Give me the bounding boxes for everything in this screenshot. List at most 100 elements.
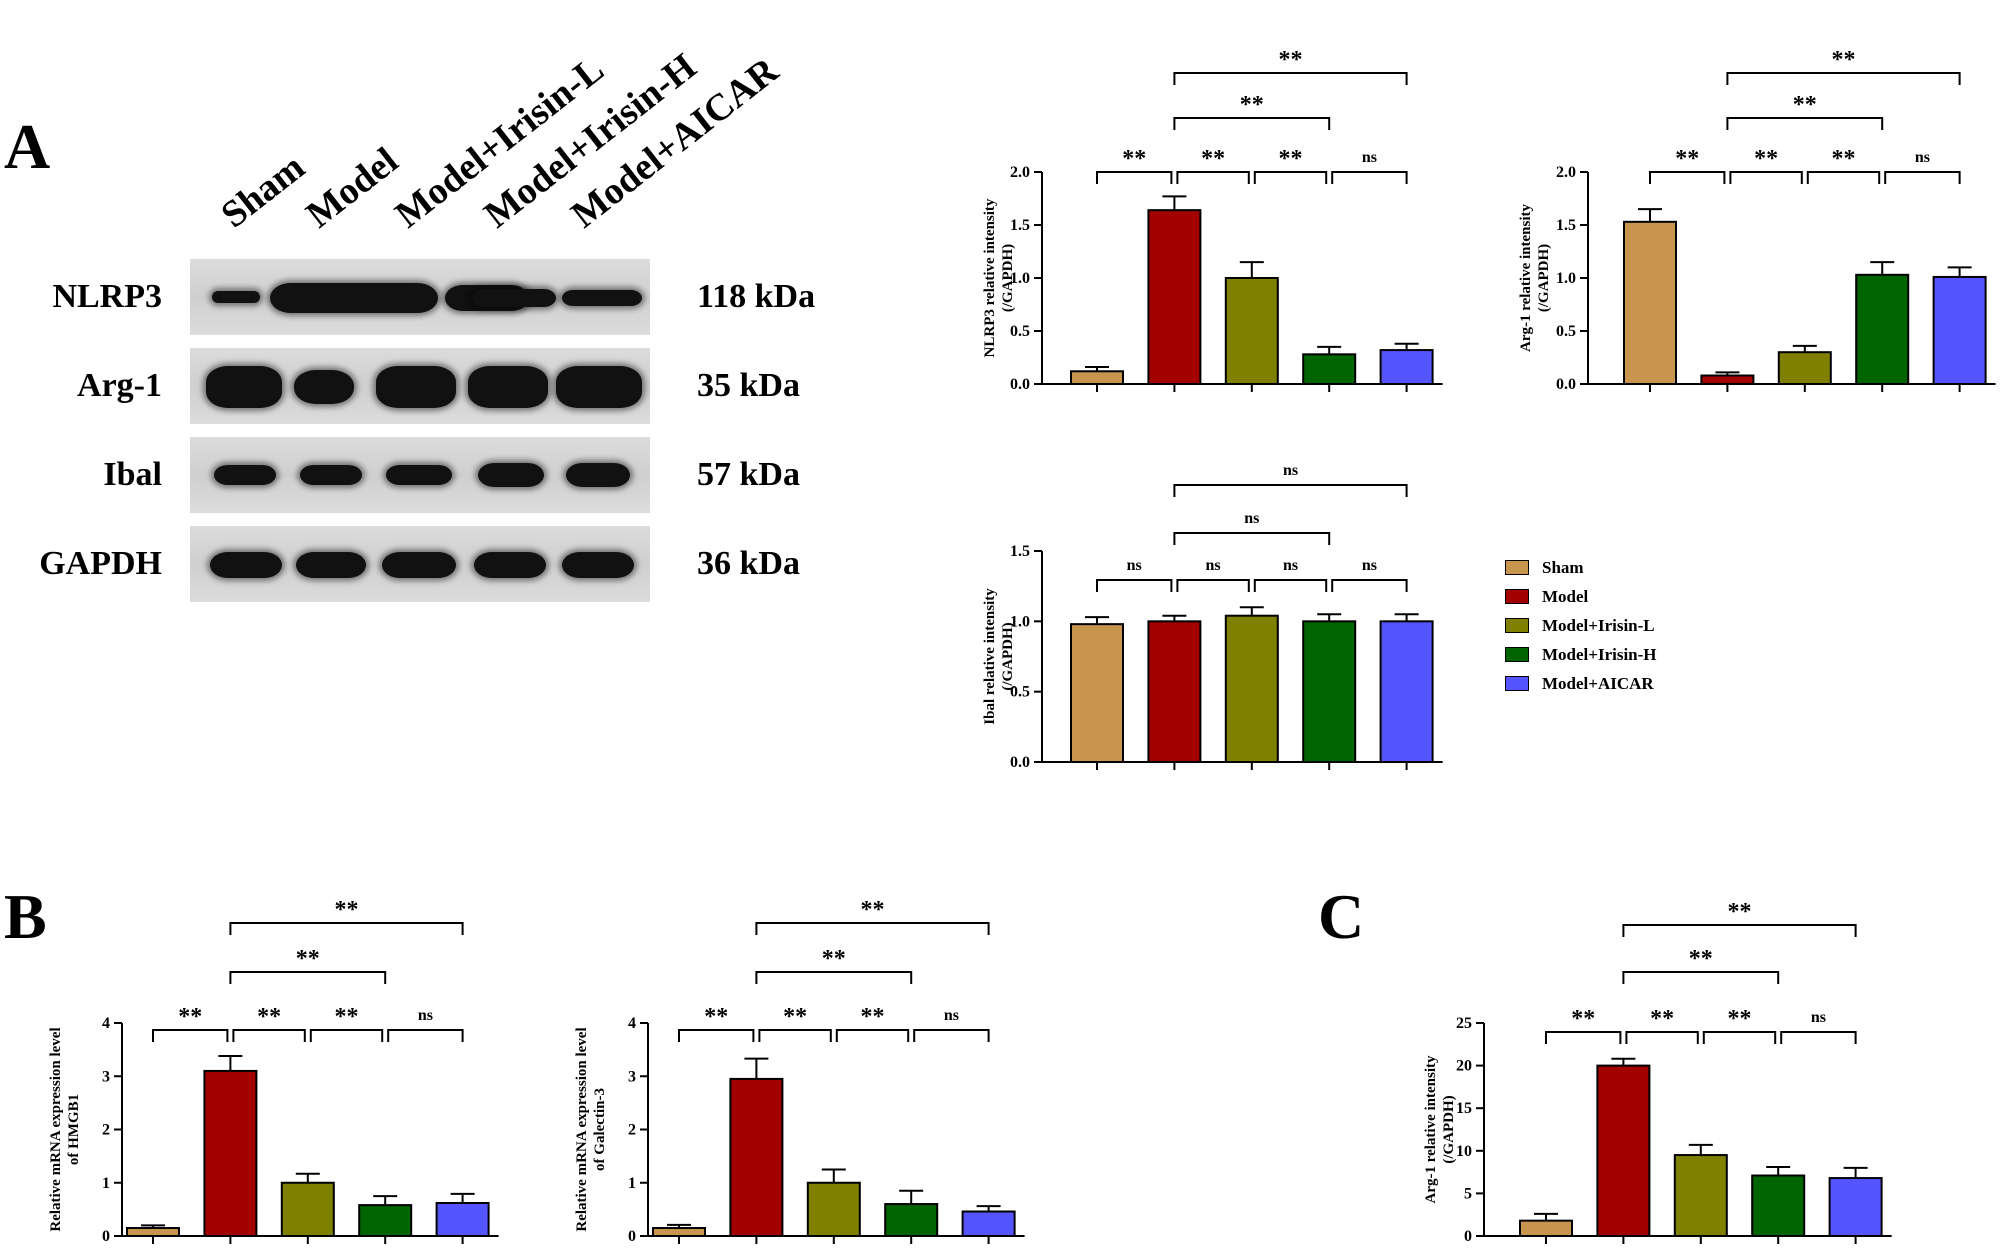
legend-label: Model [1542,586,1589,606]
significance-label: ** [1240,92,1264,118]
significance-label: ** [178,1004,202,1030]
significance-label: ** [1832,146,1856,172]
significance-bracket [1702,1031,1777,1044]
y-axis-title: Arg-1 relative intensity [1423,1055,1439,1204]
blot-strip-arg1 [190,348,650,424]
panel-label-a: A [4,111,51,182]
bar [1855,273,1910,386]
legend-label: Model+Irisin-H [1542,644,1657,664]
legend-item: Model [1505,582,1657,611]
blot-row-label: NLRP3 [52,278,162,315]
significance-bracket [1625,1031,1699,1044]
y-tick-label: 0 [1464,1228,1472,1245]
legend-item: Model+Irisin-H [1505,640,1657,669]
y-tick-label: 0.0 [1556,376,1576,393]
y-tick-label: 1 [102,1175,110,1192]
legend-swatch [1505,676,1529,691]
y-tick-label: 0.5 [1010,684,1030,701]
significance-bracket [913,1029,990,1042]
significance-label: ** [704,1004,728,1030]
significance-label: ns [1244,510,1259,527]
blot-kda-label: 57 kDa [697,456,800,493]
legend-swatch [1505,647,1529,662]
significance-label: ns [1811,1009,1826,1026]
bar [806,1181,861,1237]
y-tick-label: 4 [102,1015,110,1032]
blot-row-label: GAPDH [39,545,162,582]
significance-label: ns [1362,149,1377,166]
significance-label: ns [1362,557,1377,574]
legend-label: Sham [1542,557,1584,577]
significance-label: ** [1832,47,1856,73]
legend-item: Model+Irisin-L [1505,611,1657,640]
bar [203,1069,258,1238]
blot-strip-gapdh [190,526,650,602]
bar [1700,374,1755,385]
y-axis-title: Relative mRNA expression level [48,1027,64,1231]
y-tick-label: 10 [1456,1143,1472,1160]
y-tick-label: 0 [628,1228,636,1245]
y-axis-title-line2: of Galectin-3 [592,1088,608,1171]
blot-strip-ibal [190,437,650,513]
significance-bracket [387,1029,464,1042]
significance-label: ** [1728,1006,1752,1032]
significance-label: ** [1650,1006,1674,1032]
significance-bracket [1806,171,1881,184]
y-axis-title-line2: of HMGB1 [66,1094,82,1165]
chart-ibal: 0.0 0.5 1.0 1.5 Ibal relative intensity (/GAP… [982,462,1443,771]
legend-swatch [1505,618,1529,633]
y-tick-label: 3 [628,1068,636,1085]
legend-item: Model+AICAR [1505,669,1657,698]
y-axis-title-line2: (/GAPDH) [1441,1095,1457,1163]
bar [1519,1219,1573,1237]
significance-label: ns [944,1007,959,1024]
bar [126,1227,180,1237]
bar [1379,620,1434,763]
y-tick-label: 25 [1456,1015,1472,1032]
significance-bracket [835,1029,910,1042]
significance-bracket [1176,171,1250,184]
y-tick-label: 1.5 [1556,217,1576,234]
y-tick-label: 1.5 [1010,217,1030,234]
y-tick-label: 1.0 [1556,270,1576,287]
legend-swatch [1505,589,1529,604]
significance-bracket [1884,171,1961,184]
significance-bracket [1173,532,1331,545]
significance-bracket [1780,1031,1857,1044]
significance-label: ** [1122,146,1146,172]
significance-bracket [152,1029,229,1042]
y-axis-title: NLRP3 relative intensity [982,198,998,357]
bar [729,1077,784,1237]
legend: Sham Model Model+Irisin-L Model+Irisin-H… [1505,553,1657,698]
significance-label: ** [296,946,320,972]
significance-bracket [1726,117,1884,130]
y-tick-label: 2.0 [1010,164,1030,181]
y-axis-title-line2: (/GAPDH) [1536,244,1552,312]
significance-label: ns [1283,557,1298,574]
y-tick-label: 1.5 [1010,543,1030,560]
legend-label: Model+AICAR [1542,673,1654,693]
y-tick-label: 2 [628,1122,636,1139]
y-tick-label: 1.0 [1010,613,1030,630]
significance-bracket [309,1029,384,1042]
significance-label: ns [418,1007,433,1024]
significance-label: ns [1127,557,1142,574]
chart-arg1-protein: 0.0 0.5 1.0 1.5 2.0 Arg-1 relative intensity(… [1518,47,1996,393]
significance-bracket [755,922,990,935]
bar [1302,620,1357,763]
bar [1302,353,1357,386]
significance-label: ns [1206,557,1221,574]
chart-nlrp3: 0.0 0.5 1.0 1.5 2.0 NLRP3 relative intensity(… [982,47,1443,393]
significance-bracket [1096,579,1173,592]
bar [1777,351,1832,386]
significance-bracket [1622,971,1780,984]
bar [1224,277,1279,385]
bar [358,1204,413,1237]
y-tick-label: 0.0 [1010,754,1030,771]
bar [1673,1154,1728,1238]
blot-row-label: Arg-1 [77,367,162,404]
bar [652,1227,706,1237]
significance-bracket [1173,117,1331,130]
bar [1070,623,1124,763]
